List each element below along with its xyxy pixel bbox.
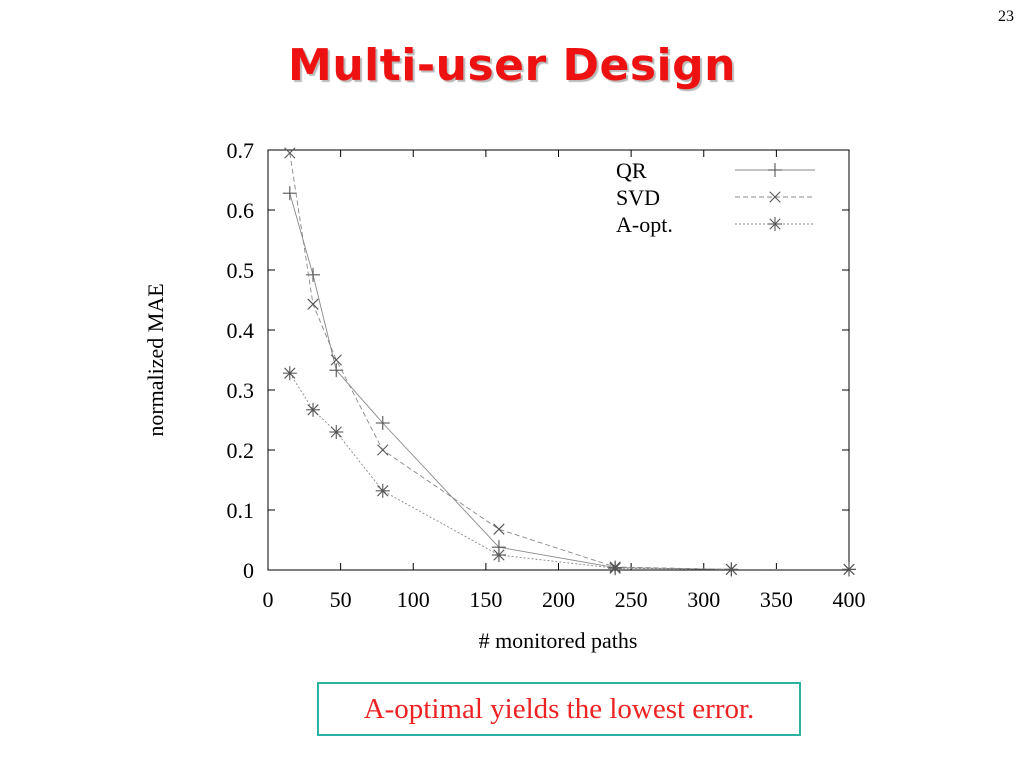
x-tick-label: 50 [330,587,352,612]
legend-label: SVD [616,185,660,210]
y-tick-label: 0.4 [227,318,255,343]
x-tick-label: 0 [263,587,274,612]
y-axis: 0 0.1 0.2 0.3 0.4 0.5 0.6 0.7 [227,138,849,583]
series-line [289,193,849,570]
data-point-cross [307,298,319,310]
data-point-cross [769,191,781,203]
data-point-asterisk [608,561,623,576]
y-tick-label: 0 [243,558,254,583]
x-axis-label: # monitored paths [479,628,638,653]
data-point-asterisk [491,548,506,562]
series-a-opt [282,366,856,577]
y-tick-label: 0.6 [227,198,255,223]
y-tick-label: 0.3 [227,378,255,403]
data-point-cross [377,444,389,456]
data-point-asterisk [768,217,782,231]
x-tick-label: 100 [397,587,430,612]
data-point-plus [375,416,390,430]
x-tick-label: 150 [469,587,502,612]
callout-text: A-optimal yields the lowest error. [363,692,755,725]
series-qr [282,186,856,577]
y-tick-label: 0.5 [227,258,255,283]
data-point-cross [493,523,505,535]
data-point-asterisk [375,483,390,498]
x-axis: 0 50 100 150 200 250 300 350 400 [263,150,866,612]
x-tick-label: 400 [833,587,866,612]
y-tick-label: 0.7 [227,138,255,163]
mae-line-chart: 0 0.1 0.2 0.3 0.4 0.5 0.6 0.7 0 50 100 150 200 250 30… [143,138,866,653]
data-point-asterisk [306,402,321,417]
series-line [289,152,849,570]
plot-frame [267,149,850,571]
data-point-cross [284,147,296,159]
data-point-plus [768,163,782,177]
y-tick-label: 0.2 [227,438,255,463]
slide-title: Multi-user Design [288,40,736,91]
slide-number: 23 [998,8,1014,25]
legend-label: QR [616,158,647,183]
series-layer [282,147,856,577]
x-tick-label: 350 [760,587,793,612]
data-point-asterisk [329,425,344,439]
x-tick-label: 250 [615,587,648,612]
data-point-plus [282,186,297,201]
data-point-asterisk [282,366,297,381]
callout-box: A-optimal yields the lowest error. [317,682,801,736]
legend-label: A-opt. [616,212,673,237]
x-tick-label: 300 [687,587,720,612]
y-tick-label: 0.1 [227,498,255,523]
y-axis-label: normalized MAE [143,283,168,436]
data-point-plus [329,363,344,378]
series-line [289,372,849,570]
data-point-asterisk [842,562,856,577]
data-point-asterisk [724,562,739,577]
x-tick-label: 200 [542,587,575,612]
data-point-cross [330,354,342,366]
series-svd [284,147,855,576]
